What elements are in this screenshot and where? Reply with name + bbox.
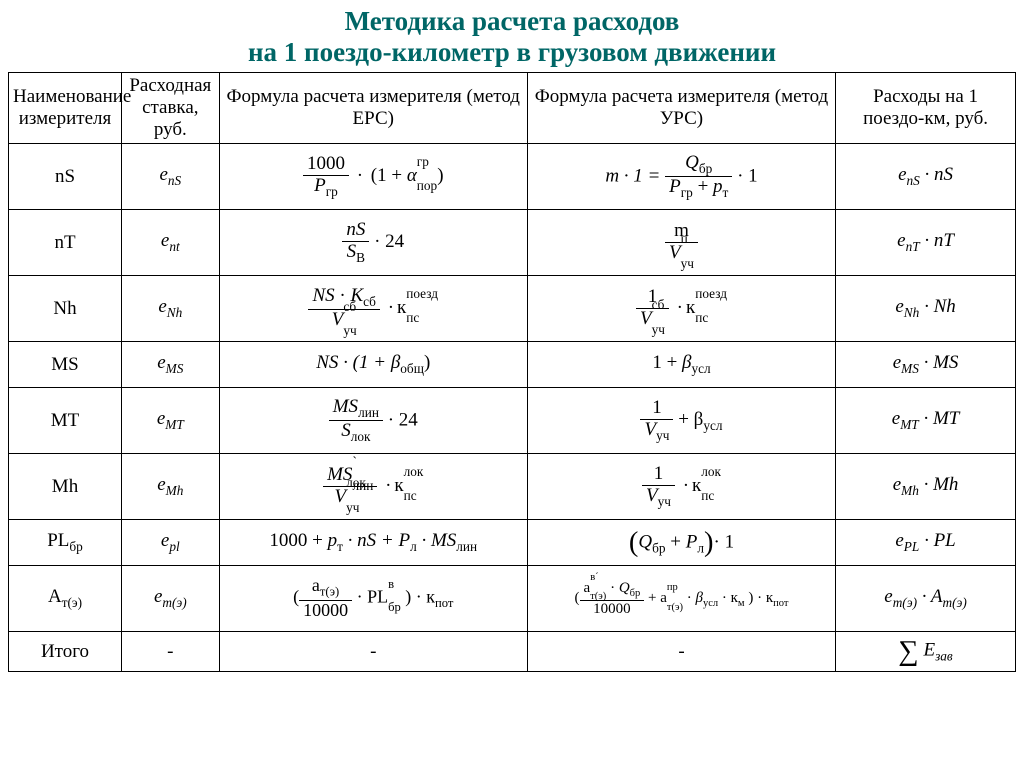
cell-name: Aт(э) [9,566,122,632]
table-row: MS eMS NS · (1 + βобщ) 1 + βусл eMS · MS [9,342,1016,388]
table-row: Aт(э) em(э) ( aт(э) 10000 · PLвбрбр ) · … [9,566,1016,632]
cell-name: Итого [9,632,122,672]
cell-cost: eMh · Mh [836,454,1016,520]
cell-name: nT [9,210,122,276]
cell-rate: - [122,632,220,672]
cell-urs: 1 + βусл [527,342,835,388]
cell-erc: 1000 + pт · nS + Pл · MSлин [219,520,527,566]
cell-cost: eMT · MT [836,388,1016,454]
cell-cost: ePL · PL [836,520,1016,566]
cell-erc: MSлин Sлок · 24 [219,388,527,454]
cell-cost: em(э) · Am(э) [836,566,1016,632]
cell-rate: eMS [122,342,220,388]
table-row: nS enS 1000 Pгр · (1 + αгрпорпор) m · 1 … [9,144,1016,210]
cell-erc: 1000 Pгр · (1 + αгрпорпор) [219,144,527,210]
cell-name: MT [9,388,122,454]
cell-rate: eMT [122,388,220,454]
col-cost: Расходы на 1 поездо-км, руб. [836,73,1016,144]
cell-cost: eMS · MS [836,342,1016,388]
table-row: Итого - - - ∑ Eзав [9,632,1016,672]
cost-methodology-table: Наименование измерителя Расходная ставка… [8,72,1016,672]
cell-rate: ent [122,210,220,276]
title-line-2: на 1 поездо-километр в грузовом движении [248,37,776,67]
cell-erc: NS · Ксб Vсбучуч ·кпоездпспоезд [219,276,527,342]
col-urs: Формула расчета измерителя (метод УРС) [527,73,835,144]
cell-name: Nh [9,276,122,342]
table-row: MT eMT MSлин Sлок · 24 1 Vуч + βусл eMT … [9,388,1016,454]
cell-urs: 1 Vуч ·клокпслок [527,454,835,520]
cell-cost: enT · nT [836,210,1016,276]
cell-name: nS [9,144,122,210]
cell-urs: m Vпучуч [527,210,835,276]
cell-urs: (Qбр + Pл)· 1 [527,520,835,566]
table-row: Mh eMh MS`линлин Vлокучлок ·клокпслок 1 … [9,454,1016,520]
cell-erc: ( aт(э) 10000 · PLвбрбр ) · кпот [219,566,527,632]
cell-erc: NS · (1 + βобщ) [219,342,527,388]
cell-rate: eMh [122,454,220,520]
col-name: Наименование измерителя [9,73,122,144]
cell-erc: nS SВ · 24 [219,210,527,276]
cell-rate: enS [122,144,220,210]
cell-cost: eNh · Nh [836,276,1016,342]
col-rate: Расходная ставка, руб. [122,73,220,144]
cell-rate: epl [122,520,220,566]
cell-cost: enS · nS [836,144,1016,210]
header-row: Наименование измерителя Расходная ставка… [9,73,1016,144]
cell-name: PLбр [9,520,122,566]
col-erc: Формула расчета измерителя (метод ЕРС) [219,73,527,144]
table-row: Nh eNh NS · Ксб Vсбучуч ·кпоездпспоезд 1… [9,276,1016,342]
cell-erc: - [219,632,527,672]
cell-rate: em(э) [122,566,220,632]
page-title: Методика расчета расходов на 1 поездо-ки… [8,6,1016,68]
cell-urs: - [527,632,835,672]
cell-cost: ∑ Eзав [836,632,1016,672]
table-row: nT ent nS SВ · 24 m Vпучуч enT · nT [9,210,1016,276]
cell-erc: MS`линлин Vлокучлок ·клокпслок [219,454,527,520]
cell-urs: m · 1 = Qбр Pгр + pт · 1 [527,144,835,210]
cell-name: MS [9,342,122,388]
table-row: PLбр epl 1000 + pт · nS + Pл · MSлин (Qб… [9,520,1016,566]
cell-urs: 1 Vсбучуч ·кпоездпспоезд [527,276,835,342]
cell-name: Mh [9,454,122,520]
cell-rate: eNh [122,276,220,342]
cell-urs: 1 Vуч + βусл [527,388,835,454]
title-line-1: Методика расчета расходов [345,6,680,36]
cell-urs: ( aв´т(э)т(э) · Qбр 10000 + aпрт(э)т(э) … [527,566,835,632]
